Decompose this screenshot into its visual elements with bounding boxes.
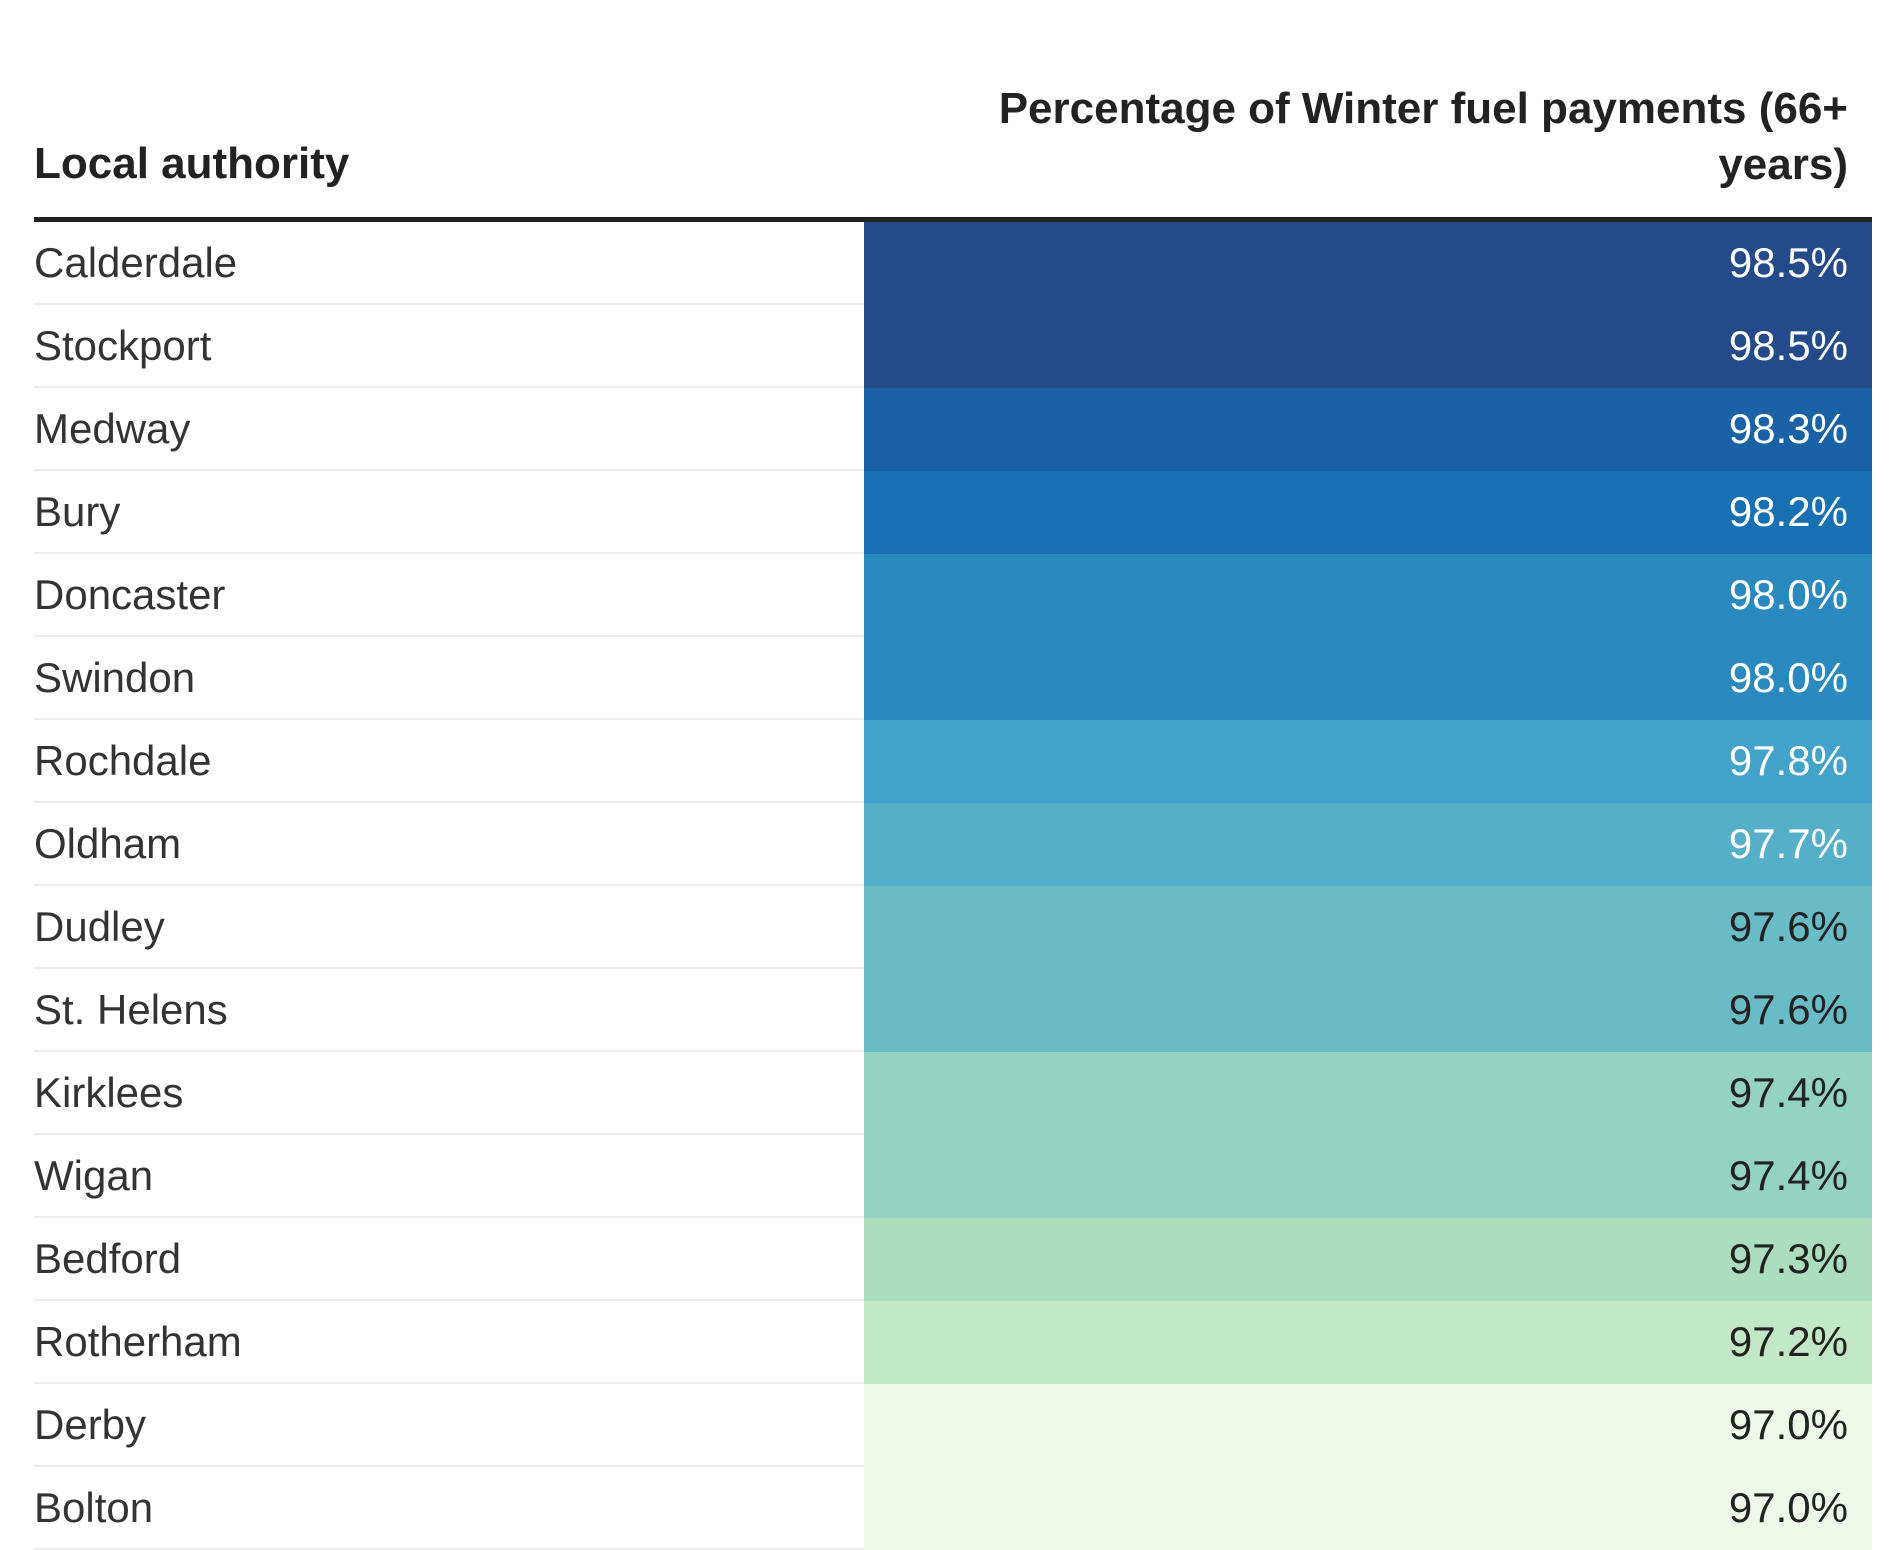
row-value: 97.4% — [1728, 1069, 1848, 1116]
table-row: Oldham 97.7% — [34, 803, 1872, 886]
value-cell: 97.4% — [864, 1052, 1872, 1135]
row-label: Bury — [34, 488, 121, 535]
value-cell: 97.4% — [864, 1135, 1872, 1218]
table-row: Bedford 97.3% — [34, 1218, 1872, 1301]
row-value: 97.4% — [1728, 1152, 1848, 1199]
value-cell: 98.5% — [864, 305, 1872, 388]
row-label: Wigan — [34, 1152, 154, 1199]
row-value: 97.3% — [1728, 1235, 1848, 1282]
row-label: Rochdale — [34, 737, 212, 784]
value-cell: 97.2% — [864, 1301, 1872, 1384]
row-value: 97.0% — [1728, 1401, 1848, 1448]
table-row: Dudley 97.6% — [34, 886, 1872, 969]
table-row: Derby 97.0% — [34, 1384, 1872, 1467]
row-label: Bedford — [34, 1235, 182, 1282]
row-value: 97.7% — [1728, 820, 1848, 867]
row-label: Calderdale — [34, 239, 238, 286]
row-value: 98.3% — [1728, 405, 1848, 452]
table-body: Calderdale 98.5% Stockport 98.5% Medway 98.3%… — [34, 222, 1872, 1550]
table-row: Rotherham 97.2% — [34, 1301, 1872, 1384]
table-row: St. Helens 97.6% — [34, 969, 1872, 1052]
table-header: Local authority Percentage of Winter fue… — [34, 84, 1872, 222]
table-row: Bolton 97.0% — [34, 1467, 1872, 1550]
row-label: Stockport — [34, 322, 212, 369]
row-value: 98.2% — [1728, 488, 1848, 535]
table-row: Bury 98.2% — [34, 471, 1872, 554]
table-row: Kirklees 97.4% — [34, 1052, 1872, 1135]
table-row: Doncaster 98.0% — [34, 554, 1872, 637]
table-row: Rochdale 97.8% — [34, 720, 1872, 803]
value-cell: 98.5% — [864, 222, 1872, 305]
value-cell: 97.7% — [864, 803, 1872, 886]
row-label: Derby — [34, 1401, 147, 1448]
row-value: 97.0% — [1728, 1484, 1848, 1531]
value-cell: 97.3% — [864, 1218, 1872, 1301]
row-label: Oldham — [34, 820, 182, 867]
row-value: 97.6% — [1728, 986, 1848, 1033]
row-label: Dudley — [34, 903, 165, 950]
data-table: Local authority Percentage of Winter fue… — [34, 84, 1872, 1550]
value-cell: 97.6% — [864, 969, 1872, 1052]
row-label: Kirklees — [34, 1069, 184, 1116]
row-label: Medway — [34, 405, 191, 452]
table-row: Stockport 98.5% — [34, 305, 1872, 388]
row-value: 97.2% — [1728, 1318, 1848, 1365]
row-label: St. Helens — [34, 986, 228, 1033]
value-cell: 98.2% — [864, 471, 1872, 554]
value-cell: 97.0% — [864, 1384, 1872, 1467]
column-header-percentage: Percentage of Winter fuel payments (66+ … — [998, 84, 1848, 189]
value-cell: 98.0% — [864, 554, 1872, 637]
value-cell: 97.0% — [864, 1467, 1872, 1550]
row-label: Rotherham — [34, 1318, 242, 1365]
value-cell: 98.3% — [864, 388, 1872, 471]
table-row: Wigan 97.4% — [34, 1135, 1872, 1218]
value-cell: 98.0% — [864, 637, 1872, 720]
row-value: 97.6% — [1728, 903, 1848, 950]
row-value: 98.0% — [1728, 654, 1848, 701]
table-row: Medway 98.3% — [34, 388, 1872, 471]
value-cell: 97.6% — [864, 886, 1872, 969]
row-label: Bolton — [34, 1484, 154, 1531]
row-value: 98.5% — [1728, 322, 1848, 369]
table-row: Calderdale 98.5% — [34, 222, 1872, 305]
row-label: Swindon — [34, 654, 196, 701]
row-value: 98.0% — [1728, 571, 1848, 618]
value-cell: 97.8% — [864, 720, 1872, 803]
column-header-local-authority: Local authority — [34, 139, 350, 188]
row-label: Doncaster — [34, 571, 226, 618]
row-value: 97.8% — [1728, 737, 1848, 784]
row-value: 98.5% — [1728, 239, 1848, 286]
table-row: Swindon 98.0% — [34, 637, 1872, 720]
